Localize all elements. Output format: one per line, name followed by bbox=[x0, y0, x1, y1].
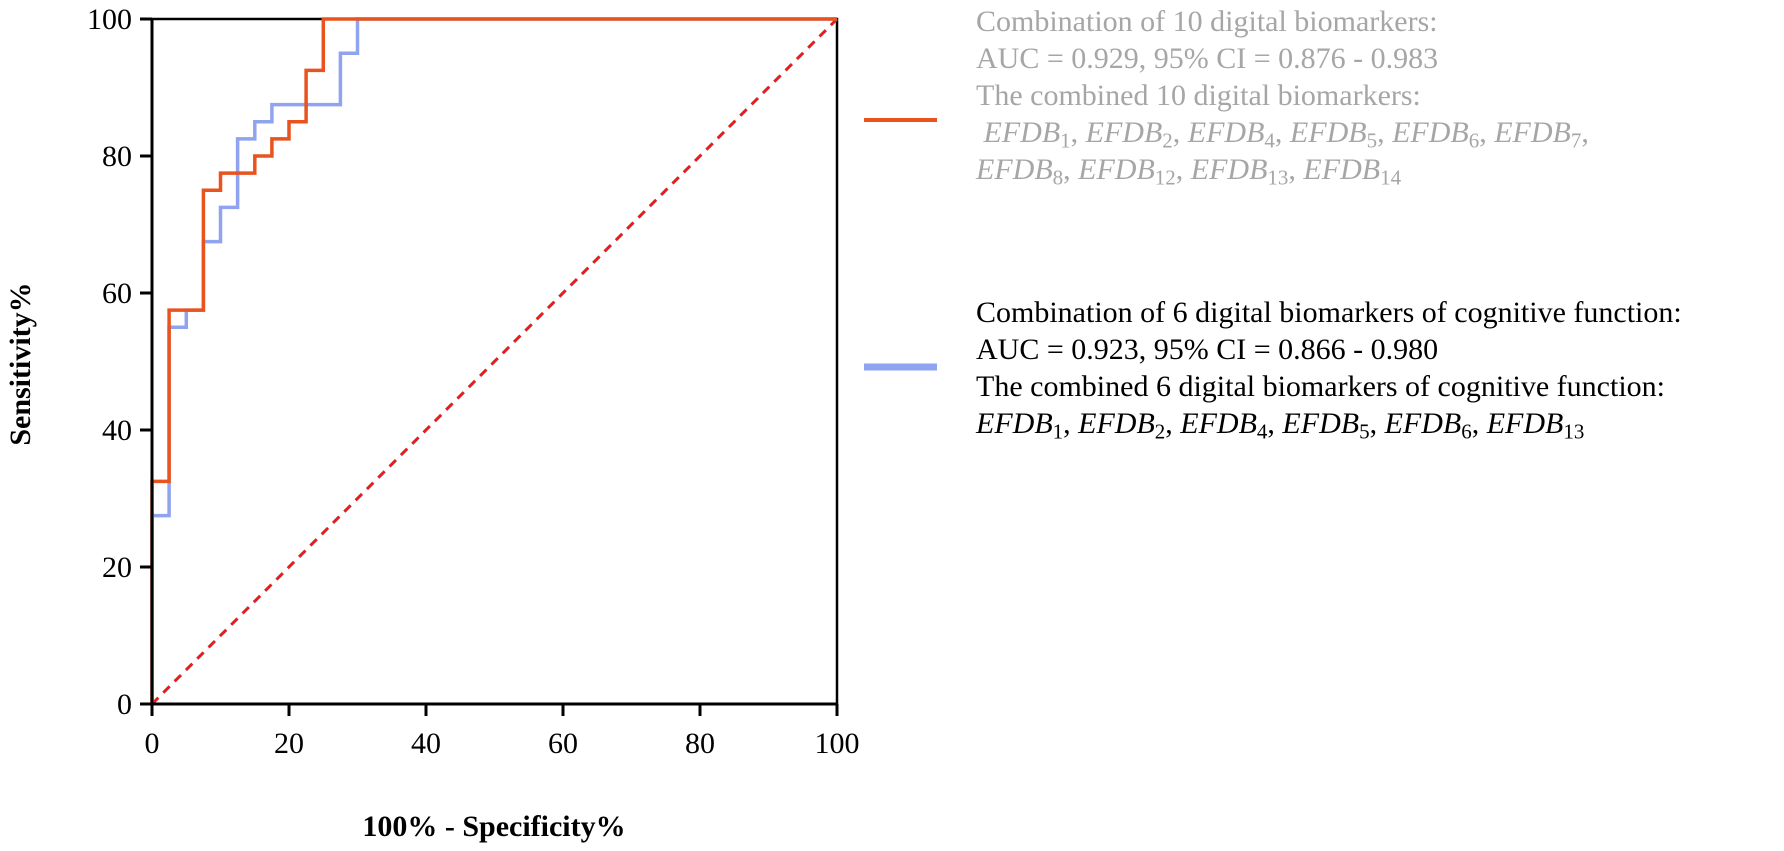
legend-1-markers-row-1: EFDB1, EFDB2, EFDB4, EFDB5, EFDB6, EFDB7… bbox=[983, 116, 1589, 153]
legend-1-auc: AUC = 0.929, 95% CI = 0.876 - 0.983 bbox=[976, 42, 1439, 75]
y-tick-label: 100 bbox=[87, 3, 132, 36]
biomarker-name: EFDB1 bbox=[976, 407, 1064, 444]
legend-1-markers-row-2: EFDB8, EFDB12, EFDB13, EFDB14 bbox=[976, 153, 1402, 190]
biomarker-name: EFDB13 bbox=[1190, 153, 1289, 190]
biomarker-name: EFDB6 bbox=[1392, 116, 1480, 153]
biomarker-name: EFDB2 bbox=[1078, 407, 1166, 444]
legend-2-subtitle: The combined 6 digital biomarkers of cog… bbox=[976, 370, 1665, 403]
legend-entry-10-biomarkers: Combination of 10 digital biomarkers: AU… bbox=[976, 3, 1589, 188]
roc-curve-10-biomarkers bbox=[150, 17, 837, 704]
axes: 0 20 40 60 80 100 0 20 40 60 80 100 bbox=[87, 3, 860, 760]
legend-1-subtitle: The combined 10 digital biomarkers: bbox=[976, 79, 1421, 112]
roc-curve-6-biomarkers bbox=[150, 17, 837, 704]
chance-diagonal-line bbox=[150, 17, 839, 706]
y-tick-label: 0 bbox=[117, 688, 132, 721]
biomarker-name: EFDB1 bbox=[983, 116, 1071, 153]
y-tick-label: 60 bbox=[102, 277, 132, 310]
biomarker-name: EFDB8 bbox=[976, 153, 1064, 190]
x-tick-label: 100 bbox=[815, 727, 860, 760]
legend-2-auc: AUC = 0.923, 95% CI = 0.866 - 0.980 bbox=[976, 333, 1439, 366]
x-tick-label: 80 bbox=[685, 727, 715, 760]
y-axis-label: Sensitivity% bbox=[4, 282, 37, 445]
x-axis-label: 100% - Specificity% bbox=[362, 810, 625, 843]
legend-1-title: Combination of 10 digital biomarkers: bbox=[976, 5, 1438, 38]
biomarker-name: EFDB4 bbox=[1180, 407, 1268, 444]
x-tick-label: 20 bbox=[274, 727, 304, 760]
x-tick-label: 40 bbox=[411, 727, 441, 760]
y-tick-label: 20 bbox=[102, 551, 132, 584]
biomarker-name: EFDB7 bbox=[1494, 116, 1582, 153]
y-tick-label: 80 bbox=[102, 140, 132, 173]
biomarker-name: EFDB5 bbox=[1289, 116, 1378, 153]
roc-curves bbox=[150, 17, 839, 706]
legend-entry-6-biomarkers: Combination of 6 digital biomarkers of c… bbox=[976, 294, 1682, 442]
x-tick-label: 0 bbox=[145, 727, 160, 760]
legend-swatches bbox=[864, 118, 937, 371]
biomarker-name: EFDB2 bbox=[1085, 116, 1173, 153]
biomarker-name: EFDB4 bbox=[1187, 116, 1275, 153]
biomarker-name: EFDB12 bbox=[1078, 153, 1176, 190]
biomarker-name: EFDB13 bbox=[1486, 407, 1585, 444]
biomarker-name: EFDB6 bbox=[1384, 407, 1472, 444]
legend-2-markers-row: EFDB1, EFDB2, EFDB4, EFDB5, EFDB6, EFDB1… bbox=[976, 407, 1585, 444]
y-tick-label: 40 bbox=[102, 414, 132, 447]
legend-2-title: Combination of 6 digital biomarkers of c… bbox=[976, 296, 1682, 329]
x-tick-label: 60 bbox=[548, 727, 578, 760]
biomarker-name: EFDB14 bbox=[1303, 153, 1402, 190]
biomarker-name: EFDB5 bbox=[1282, 407, 1370, 444]
